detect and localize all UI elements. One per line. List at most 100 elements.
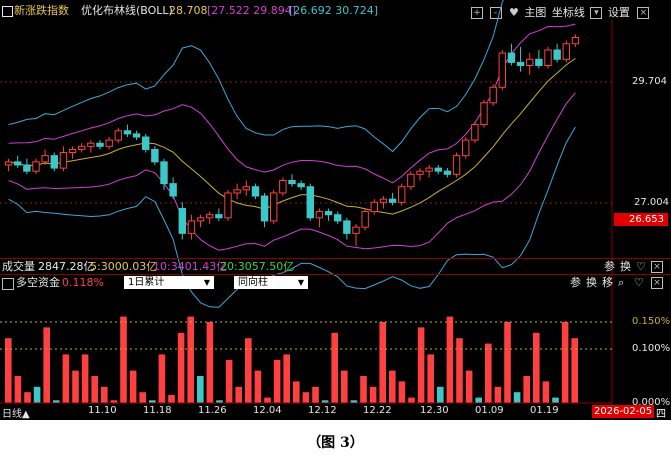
boll-mid-line [8,57,576,215]
boll-label[interactable]: 优化布林线(BOLL) [81,4,173,17]
figure-caption: （图 3） [307,435,364,451]
fund-move-button[interactable]: 移 [602,276,613,289]
candle-body [14,161,22,166]
fund-label[interactable]: 多空资金 [16,276,60,289]
settings-button[interactable]: 设置 [607,6,630,19]
candle [489,84,497,106]
candle [452,152,461,178]
candle [206,211,214,225]
chevron-down-icon: ▼ [203,278,210,287]
close-icon[interactable]: × [651,277,663,289]
volume-ma20: 20:3057.50亿 [220,260,295,273]
fund-bar [321,400,329,403]
candle-body [452,155,461,175]
fund-bar [427,354,434,403]
date-label: 01.09 [475,405,504,416]
candle [334,211,342,225]
candle-body [151,148,159,163]
fund-bar [110,400,118,403]
candle [407,171,415,190]
fund-bar [197,376,204,403]
volume-switch-button[interactable]: 换 [620,260,631,273]
heart-icon[interactable]: ♡ [634,276,644,289]
candle-body [407,173,415,188]
candle-body [32,161,40,172]
candle [324,208,333,221]
candle [480,99,488,128]
fund-bar [465,370,473,403]
candle-body [507,52,516,63]
fund-bar [14,376,22,403]
candle [526,53,534,75]
volume-label[interactable]: 成交量 [2,260,35,273]
candle-body [160,161,168,185]
candle [443,168,452,178]
fund-bar [187,316,194,403]
dropdown-icon[interactable]: ▾ [590,7,603,19]
candle-body [297,183,305,188]
fund-bar [177,332,185,403]
period-text: 日线 [2,409,22,420]
candle [398,183,406,206]
candle [535,49,543,69]
candle [151,146,159,165]
candle-body [242,186,250,191]
boll-lower1-line [8,92,576,251]
candle [279,177,287,197]
collapse-icon[interactable] [2,6,13,17]
candle-body [571,37,580,45]
heart-icon[interactable]: ♡ [636,260,646,273]
fund-bar [350,400,358,403]
candle-body [315,211,324,219]
candle-body [196,217,205,222]
candle-body [526,58,534,67]
heart-icon[interactable]: ♥ [509,6,519,19]
bar-mode-select[interactable]: 同向柱 ▼ [234,276,308,289]
fund-bar [62,354,70,403]
fund-param-button[interactable]: 参 [570,276,581,289]
candle [251,183,260,200]
fund-bar [120,316,127,403]
fund-bar [485,343,492,403]
close-button[interactable]: × [637,7,650,19]
boll-upper2-line [8,0,504,153]
close-icon[interactable]: × [651,261,663,273]
candle [142,133,150,153]
candle-body [215,214,223,219]
fund-bar [235,386,242,403]
indicator-name[interactable]: 新涨跌指数 [14,4,69,17]
fund-bar [149,400,156,403]
boll-band2-value: [26.692 30.724] [289,4,379,17]
zoom-in-button[interactable]: + [471,7,483,19]
accumulate-select[interactable]: 1日累计 ▼ [124,276,214,289]
main-figure-button[interactable]: 主图 [524,6,547,19]
collapse-icon[interactable] [2,278,14,290]
candle-body [471,124,479,141]
weekday-label: 四 [656,409,666,420]
coordinate-line-button[interactable]: 坐标线 [551,6,585,19]
fund-label-zero: 0.000% [632,397,671,408]
candle-body [178,207,186,234]
candle-body [443,170,452,175]
fund-bar [475,397,482,403]
candle-body [87,142,95,147]
fund-bar [360,376,367,403]
fund-value: 0.118% [62,276,104,289]
fund-switch-button[interactable]: 换 [586,276,597,289]
candle-body [334,214,342,222]
candle-body [41,155,49,163]
zoom-out-button[interactable]: - [489,7,502,19]
search-icon[interactable]: ⌕ [618,276,625,289]
candlestick-chart[interactable] [0,0,671,420]
period-label[interactable]: 日线▲ [2,405,30,420]
candle-body [206,214,214,219]
candle-body [343,220,351,234]
fund-bar [254,370,262,403]
fund-bar [561,322,569,403]
candle-body [544,49,552,67]
candle [41,149,49,165]
volume-param-button[interactable]: 参 [604,260,615,273]
candles [4,34,580,246]
candle [388,192,397,206]
fund-bar [129,370,137,403]
